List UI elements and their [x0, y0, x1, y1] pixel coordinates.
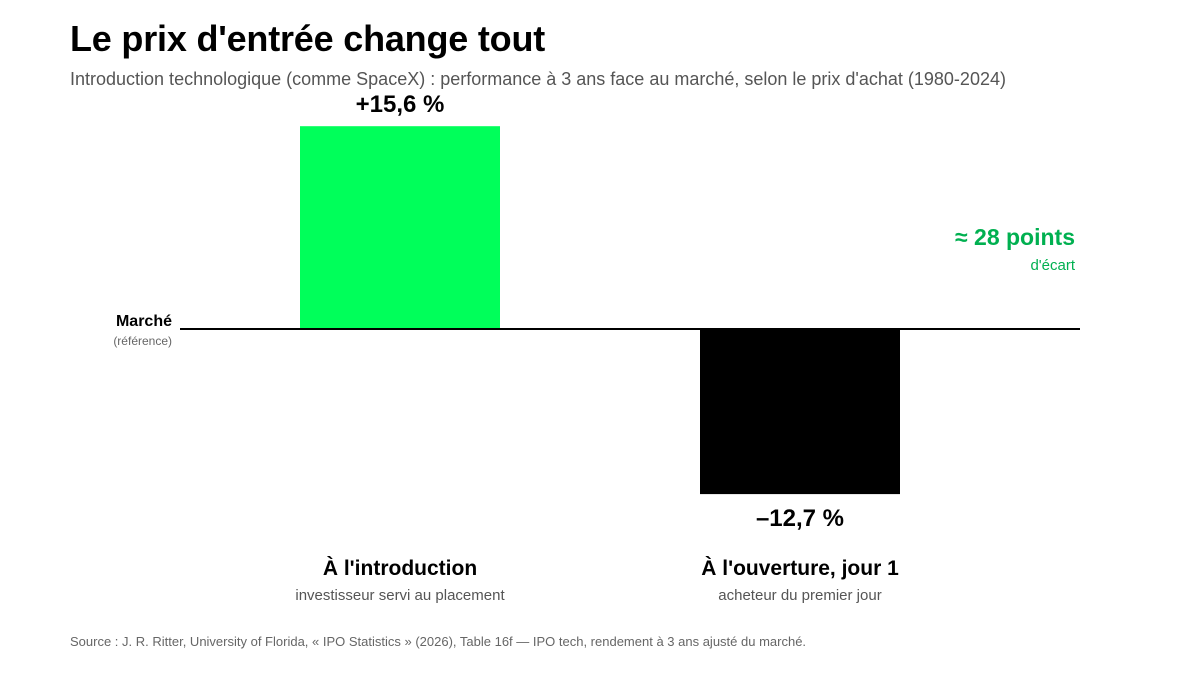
baseline-label: Marché [116, 313, 172, 330]
baseline-sublabel: (référence) [113, 334, 172, 348]
source-note: Source : J. R. Ritter, University of Flo… [70, 634, 807, 649]
chart-subtitle: Introduction technologique (comme SpaceX… [70, 69, 1006, 89]
gap-annotation-sublabel: d'écart [1030, 257, 1075, 274]
chart-title: Le prix d'entrée change tout [70, 18, 546, 59]
bar-value-label-2: –12,7 % [756, 505, 844, 532]
gap-annotation: ≈ 28 points [955, 224, 1075, 250]
category-label-2: À l'ouverture, jour 1 [701, 557, 899, 580]
bar-1 [300, 126, 500, 329]
category-sublabel-2: acheteur du premier jour [718, 587, 881, 604]
bar-value-label-1: +15,6 % [356, 91, 445, 118]
category-label-1: À l'introduction [323, 557, 477, 580]
bar-2 [700, 329, 900, 495]
category-sublabel-1: investisseur servi au placement [295, 587, 505, 604]
